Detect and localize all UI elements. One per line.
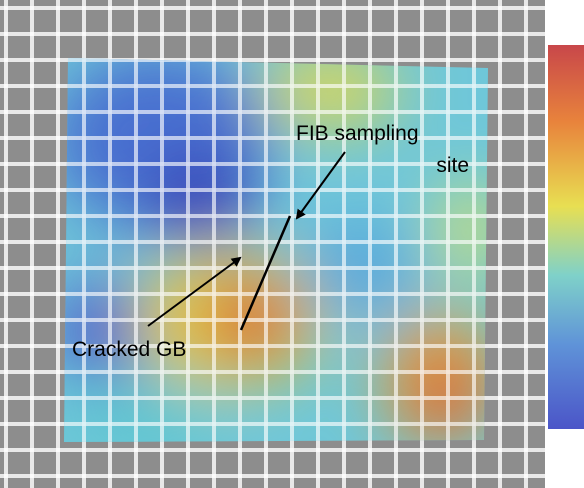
grain-boundary xyxy=(239,215,292,331)
colorbar xyxy=(548,45,584,429)
marker-grid-inner xyxy=(64,58,488,442)
arrow-fib xyxy=(295,151,346,220)
label-fib-line2: site xyxy=(436,154,469,177)
label-cracked-gb: Cracked GB xyxy=(72,338,186,361)
arrow-gb xyxy=(147,256,242,327)
label-fib-line1: FIB sampling xyxy=(296,122,419,145)
strain-map xyxy=(64,58,488,442)
